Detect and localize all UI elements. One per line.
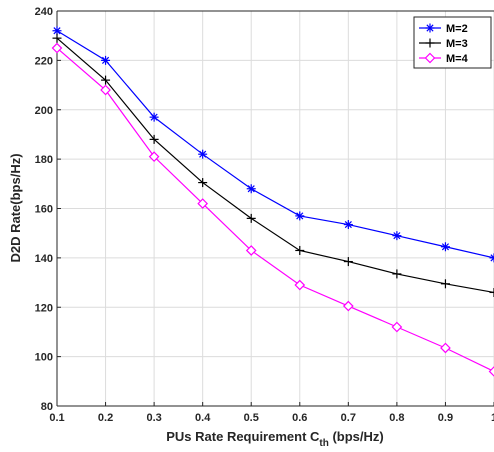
data-point: [489, 253, 494, 263]
y-tick-label: 160: [35, 204, 53, 216]
data-point: [149, 112, 159, 122]
data-point: [391, 321, 403, 333]
data-point: [342, 300, 354, 312]
y-tick-label: 240: [35, 6, 53, 18]
series-line: [56, 47, 494, 372]
x-tick-label: 0.3: [146, 412, 161, 424]
x-tick-label: 0.5: [244, 412, 259, 424]
legend-marker: [425, 23, 435, 33]
data-point: [246, 213, 256, 223]
legend-label: M=4: [446, 53, 469, 65]
tick-labels: 80 100 120 140 160 180 200 220 240 0.1 0.2 0.3 0.4 0.…: [35, 6, 494, 424]
data-point: [295, 245, 305, 255]
y-tick-label: 80: [41, 401, 53, 413]
y-tick-label: 200: [35, 105, 53, 117]
series-layer: [51, 26, 494, 377]
legend-item: M=4: [419, 52, 469, 65]
y-tick-label: 120: [35, 302, 53, 314]
data-point: [101, 75, 111, 85]
series-line: [56, 37, 494, 294]
data-point: [343, 257, 353, 267]
data-point: [149, 134, 159, 144]
data-point: [246, 184, 256, 194]
data-point: [295, 211, 305, 221]
data-point: [392, 269, 402, 279]
series-m-4: [51, 42, 494, 377]
data-point: [52, 33, 62, 43]
data-point: [488, 366, 494, 377]
data-point: [148, 151, 160, 163]
series-m-3: [52, 33, 494, 297]
data-point: [198, 149, 208, 159]
data-point: [343, 220, 353, 230]
data-point: [489, 287, 494, 297]
y-axis-title: D2D Rate(bps/Hz): [8, 153, 23, 262]
data-point: [294, 279, 306, 291]
legend-label: M=3: [446, 38, 468, 50]
data-point: [440, 242, 450, 252]
series-m-2: [52, 26, 494, 263]
data-point: [198, 178, 208, 188]
y-tick-label: 180: [35, 154, 53, 166]
x-axis-title-subscript: th: [319, 438, 328, 449]
x-axis-title-unit: (bps/Hz): [329, 429, 384, 444]
x-tick-label: 1: [491, 412, 494, 424]
data-point: [440, 342, 451, 354]
x-tick-label: 0.8: [389, 412, 404, 424]
y-tick-label: 140: [35, 253, 53, 265]
data-point: [245, 245, 257, 256]
x-axis-title-main: PUs Rate Requirement C: [166, 429, 320, 444]
data-point: [197, 198, 209, 209]
legend: M=2 M=3 M=4: [413, 16, 492, 69]
data-point: [100, 84, 111, 96]
data-point: [51, 42, 63, 54]
y-tick-label: 220: [35, 55, 53, 67]
x-tick-label: 0.7: [341, 412, 356, 424]
x-axis-title: PUs Rate Requirement Cth (bps/Hz): [166, 429, 384, 449]
legend-marker: [425, 38, 435, 48]
x-tick-label: 0.1: [49, 412, 64, 424]
legend-item: M=2: [419, 23, 468, 35]
legend-marker: [424, 52, 436, 64]
x-tick-label: 0.9: [438, 412, 453, 424]
axes: [56, 10, 494, 407]
series-line: [56, 30, 494, 259]
data-point: [101, 55, 111, 65]
y-tick-label: 100: [35, 352, 53, 364]
x-tick-label: 0.4: [195, 412, 211, 424]
legend-item: M=3: [419, 38, 468, 50]
data-point: [392, 231, 402, 241]
legend-label: M=2: [446, 23, 468, 35]
data-point: [440, 279, 450, 289]
x-tick-label: 0.2: [98, 412, 113, 424]
x-tick-label: 0.6: [292, 412, 307, 424]
